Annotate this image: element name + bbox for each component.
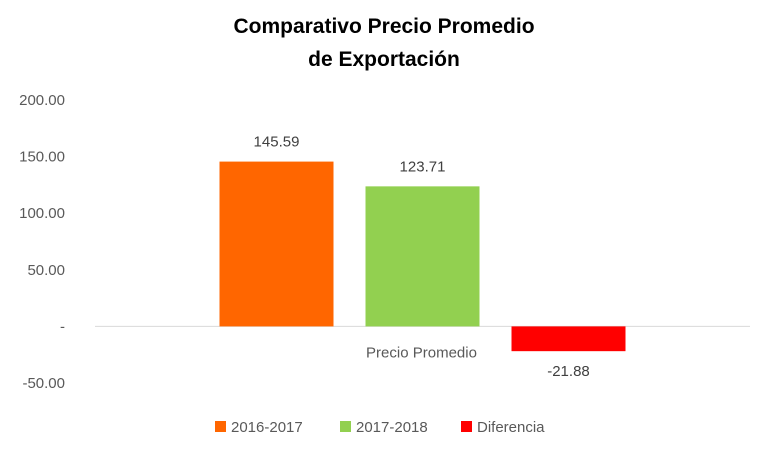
legend-item-2017-2018: 2017-2018 (340, 419, 428, 436)
chart-title-line-1: Comparativo Precio Promedio (233, 15, 534, 38)
legend-label: Diferencia (477, 419, 545, 436)
bar-2017-2018 (365, 186, 480, 327)
legend: 2016-2017 2017-2018 Diferencia (215, 419, 545, 436)
category-labels: Precio Promedio (366, 344, 477, 361)
legend-swatch (461, 421, 472, 432)
bar-2016-2017 (219, 161, 334, 327)
legend-label: 2017-2018 (356, 419, 428, 436)
legend-item-diferencia: Diferencia (461, 419, 545, 436)
data-labels: 145.59 123.71 -21.88 (254, 134, 590, 381)
bar-diferencia (511, 326, 626, 352)
chart-title-line-2: de Exportación (308, 48, 460, 71)
data-label: 145.59 (254, 134, 300, 151)
y-tick-label: 100.00 (19, 205, 65, 222)
category-label: Precio Promedio (366, 344, 477, 361)
y-tick-label: 50.00 (27, 262, 65, 279)
legend-swatch (215, 421, 226, 432)
y-tick-label: 150.00 (19, 149, 65, 166)
y-axis: 200.00 150.00 100.00 50.00 - -50.00 (19, 92, 65, 392)
bars (219, 161, 626, 352)
legend-label: 2016-2017 (231, 419, 303, 436)
legend-swatch (340, 421, 351, 432)
legend-item-2016-2017: 2016-2017 (215, 419, 303, 436)
y-tick-label: 200.00 (19, 92, 65, 109)
y-tick-label: - (60, 318, 65, 335)
data-label: 123.71 (400, 158, 446, 175)
data-label: -21.88 (547, 363, 590, 380)
y-tick-label: -50.00 (22, 375, 65, 392)
chart-title: Comparativo Precio Promedio de Exportaci… (233, 15, 534, 71)
